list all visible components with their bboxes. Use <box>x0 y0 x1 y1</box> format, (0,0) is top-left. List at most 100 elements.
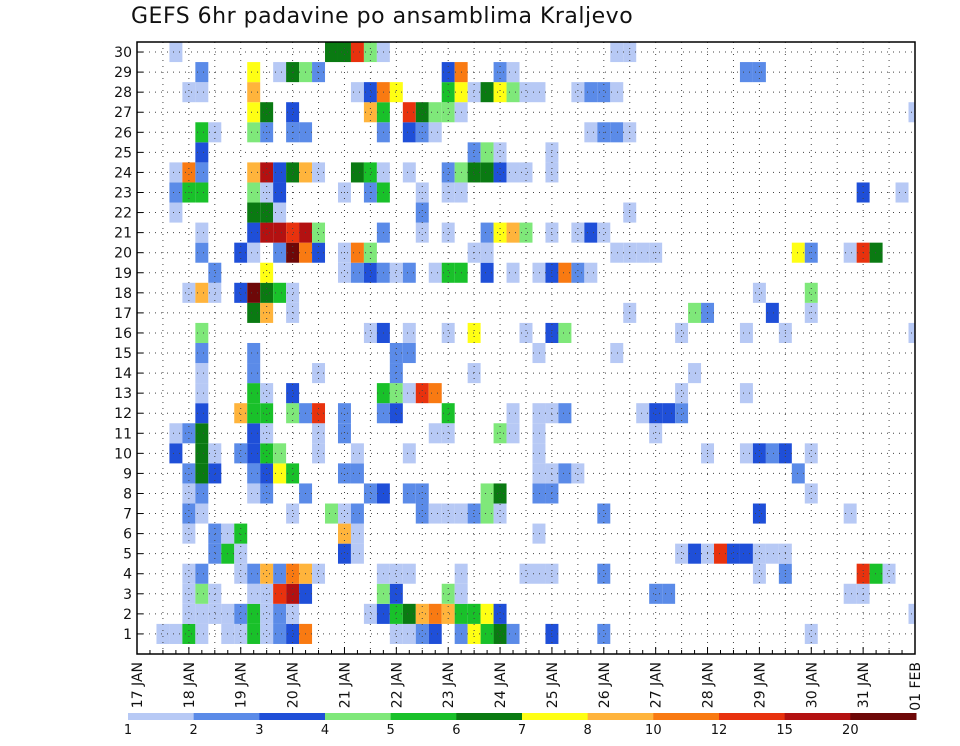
heatmap-cell <box>714 543 727 564</box>
heatmap-cell <box>182 282 196 303</box>
heatmap-cell <box>480 623 494 644</box>
heatmap-cell <box>441 583 455 604</box>
heatmap-cell <box>389 383 403 404</box>
heatmap-cell <box>610 82 624 103</box>
heatmap-cell <box>804 483 818 504</box>
colorbar-swatch <box>784 713 851 720</box>
colorbar-swatch <box>850 713 917 720</box>
heatmap-cell <box>597 623 611 644</box>
heatmap-cell <box>182 603 196 624</box>
heatmap-cell <box>247 162 261 183</box>
heatmap-cell <box>273 603 287 624</box>
heatmap-cell <box>610 122 624 143</box>
heatmap-cell <box>195 182 209 203</box>
heatmap-cell <box>182 563 196 584</box>
heatmap-cell <box>273 222 287 243</box>
heatmap-cell <box>428 423 442 444</box>
heatmap-cell <box>493 623 507 644</box>
y-tick-label: 17 <box>114 306 132 322</box>
heatmap-cell <box>791 463 805 484</box>
heatmap-cell <box>182 483 196 504</box>
heatmap-cell <box>350 503 364 524</box>
heatmap-cell <box>350 463 364 484</box>
heatmap-cell <box>260 383 274 404</box>
y-axis-ticks: 1234567891011121314151617181920212223242… <box>114 45 143 643</box>
heatmap-cell <box>195 563 209 584</box>
heatmap-cell <box>337 423 351 444</box>
heatmap-cell <box>480 262 494 283</box>
heatmap-cell <box>675 322 689 343</box>
heatmap-cell <box>286 603 300 624</box>
heatmap-cell <box>247 463 261 484</box>
heatmap-cell <box>610 42 624 63</box>
heatmap-cell <box>558 403 572 424</box>
heatmap-cell <box>402 563 416 584</box>
x-tick-label: 24 JAN <box>493 662 509 708</box>
heatmap-cell <box>247 62 261 83</box>
heatmap-cell <box>441 423 455 444</box>
heatmap-cell <box>260 423 274 444</box>
heatmap-cell <box>532 82 546 103</box>
heatmap-cell <box>208 443 222 464</box>
heatmap-cell <box>584 122 598 143</box>
colorbar-label: 5 <box>387 723 395 738</box>
x-axis-ticks: 17 JAN 18 JAN 19 JAN 20 JAN 21 JAN 22 JAN 23 J… <box>130 647 924 711</box>
heatmap-cell <box>286 463 300 484</box>
heatmap-cell <box>363 42 377 63</box>
heatmap-cell <box>739 443 753 464</box>
heatmap-cell <box>312 563 326 584</box>
heatmap-cell <box>195 463 209 484</box>
heatmap-cell <box>260 443 274 464</box>
heatmap-cell <box>688 302 702 323</box>
heatmap-cell <box>363 322 377 343</box>
heatmap-cell <box>195 403 209 424</box>
heatmap-cell <box>467 322 481 343</box>
heatmap-cell <box>260 262 274 283</box>
heatmap-cell <box>389 623 403 644</box>
heatmap-cell <box>363 102 377 123</box>
heatmap-cell <box>402 603 416 624</box>
heatmap-cell <box>363 483 377 504</box>
heatmap-cell <box>493 483 507 504</box>
heatmap-cell <box>428 503 442 524</box>
colorbar-label: 3 <box>255 723 263 738</box>
heatmap-cell <box>247 202 261 223</box>
heatmap-cell <box>363 82 377 103</box>
heatmap-cell <box>493 82 507 103</box>
heatmap-cell <box>247 102 261 123</box>
heatmap-cell <box>869 242 883 263</box>
heatmap-cell <box>350 162 364 183</box>
heatmap-cell <box>325 42 338 63</box>
heatmap-cell <box>415 222 429 243</box>
colorbar-swatch <box>587 713 654 720</box>
heatmap-cell <box>260 463 274 484</box>
heatmap-cell <box>260 623 274 644</box>
y-tick-label: 6 <box>123 527 132 543</box>
heatmap-cell <box>791 242 805 263</box>
heatmap-cell <box>286 623 300 644</box>
x-tick-label: 28 JAN <box>701 662 717 708</box>
heatmap-cell <box>260 483 274 504</box>
heatmap-cell <box>286 102 300 123</box>
heatmap-cell <box>350 443 364 464</box>
heatmap-cell <box>480 503 494 524</box>
heatmap-cell <box>428 603 442 624</box>
heatmap-cell <box>247 222 261 243</box>
heatmap-cell <box>480 483 494 504</box>
colorbar-swatch <box>325 713 392 720</box>
heatmap-cell <box>441 322 455 343</box>
heatmap-cell <box>519 563 533 584</box>
heatmap-cell <box>467 503 481 524</box>
heatmap-cell <box>726 543 740 564</box>
heatmap-cell <box>649 403 663 424</box>
heatmap-cell <box>195 82 209 103</box>
heatmap-cell <box>234 403 248 424</box>
heatmap-cell <box>739 322 753 343</box>
heatmap-cell <box>325 503 338 524</box>
heatmap-cell <box>273 242 287 263</box>
heatmap-cell <box>156 623 170 644</box>
heatmap-cell <box>428 262 442 283</box>
heatmap-cell <box>571 82 585 103</box>
heatmap-cell <box>247 182 261 203</box>
